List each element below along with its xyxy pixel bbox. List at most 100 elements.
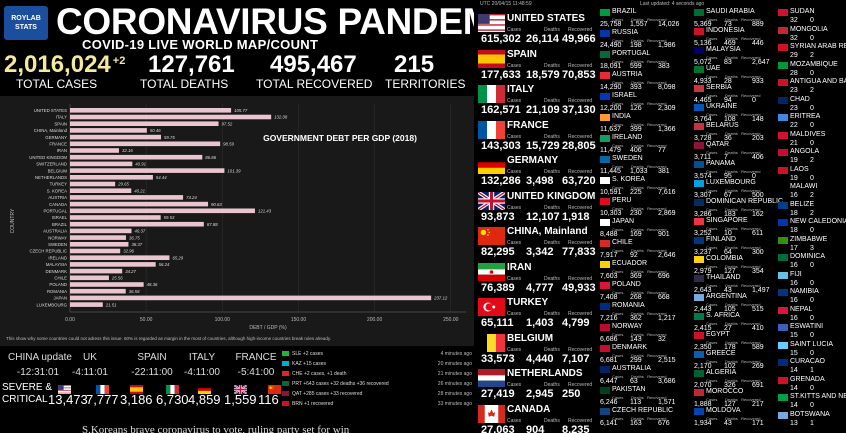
list-item[interactable]: ISRAEL Cases Deaths Recovered 12,200 126 2,3… [600, 92, 690, 114]
list-item[interactable]: GREECE Cases Deaths Recovered 2,170 102 269 [694, 350, 784, 372]
list-item[interactable]: THAILAND Cases Deaths Recovered 2,643 43 1,4… [694, 274, 784, 296]
list-item[interactable]: SERBIA Cases Deaths Recovered 4,465 94 0 [694, 84, 784, 106]
country-row[interactable]: TURKEY Cases Deaths Recovered 65,111 1,403 4,7… [476, 290, 598, 342]
list-item[interactable]: SUDAN 32 0 [778, 8, 844, 30]
list-item[interactable]: S. AFRICA Cases Deaths Recovered 2,415 27 41… [694, 312, 784, 334]
country-row[interactable]: GERMANY Cases Deaths Recovered 132,286 3,498 6… [476, 148, 598, 200]
gb-flag-icon [233, 381, 248, 395]
list-item[interactable]: AUSTRIA Cases Deaths Recovered 14,290 393 8,… [600, 71, 690, 93]
list-item[interactable]: NAMIBIA 16 0 [778, 288, 844, 310]
list-item[interactable]: BRAZIL Cases Deaths Recovered 25,758 1,557 1… [600, 8, 690, 30]
list-item[interactable]: MONGOLIA 32 0 [778, 26, 844, 48]
list-item[interactable]: DOMINICAN REPUBLIC Cases Deaths Recovered… [694, 198, 784, 220]
list-item[interactable]: COLOMBIA Cases Deaths Recovered 2,979 127 35… [694, 255, 784, 277]
chart-value-label: 36.75 [129, 235, 140, 240]
list-item[interactable]: BELIZE 18 2 [778, 201, 844, 223]
list-item[interactable]: MOLDOVA Cases Deaths Recovered 1,934 43 171 [694, 407, 784, 429]
country-flag-icon [694, 237, 704, 244]
country-row[interactable]: FRANCE Cases Deaths Recovered 143,303 15,729 2… [476, 113, 598, 165]
list-item[interactable]: ARGENTINA Cases Deaths Recovered 2,443 105 5… [694, 293, 784, 315]
country-row[interactable]: NETHERLANDS Cases Deaths Recovered 27,419 2,9… [476, 361, 598, 413]
list-item[interactable]: ZIMBABWE 17 3 [778, 236, 844, 258]
list-item[interactable]: QATAR Cases Deaths Recovered 3,711 7 406 [694, 141, 784, 163]
country-row[interactable]: SPAIN Cases Deaths Recovered 177,633 18,579 70… [476, 42, 598, 94]
list-item[interactable]: ERITREA 22 0 [778, 113, 844, 135]
list-item[interactable]: LUXEMBOURG Cases Deaths Recovered 3,307 67 5… [694, 179, 784, 201]
list-labels: Cases Deaths Recovered [706, 93, 761, 98]
list-item[interactable]: ESWATINI 15 0 [778, 323, 844, 345]
recovered-value: 49,966 [562, 33, 596, 45]
list-item[interactable]: SYRIAN ARAB REPUBLIC 29 2 [778, 43, 846, 65]
list-item[interactable]: JAPAN Cases Deaths Recovered 8,488 169 901 [600, 218, 690, 240]
list-item[interactable]: SAINT LUCIA 15 0 [778, 341, 844, 363]
list-item[interactable]: MALAWI 16 2 [778, 183, 844, 205]
list-cases: 6,141 [600, 420, 618, 427]
recovered-value: 70,853 [562, 68, 596, 81]
list-item[interactable]: AUSTRALIA Cases Deaths Recovered 6,447 63 3,… [600, 365, 690, 387]
nl-flag-icon [478, 369, 505, 387]
list-item[interactable]: LAOS 19 0 [778, 166, 844, 188]
list-item[interactable]: NEPAL 16 0 [778, 306, 844, 328]
update-china-label: CHINA update [8, 352, 72, 363]
list-item[interactable]: CURACAO 14 1 [778, 358, 844, 380]
list-item[interactable]: PORTUGAL Cases Deaths Recovered 18,091 599 3… [600, 50, 690, 72]
list-item[interactable]: NORWAY Cases Deaths Recovered 6,686 143 32 [600, 323, 690, 345]
country-flag-icon [600, 261, 610, 268]
list-item[interactable]: INDIA Cases Deaths Recovered 11,637 399 1,36… [600, 113, 690, 135]
list-item[interactable]: MOROCCO Cases Deaths Recovered 1,888 127 217 [694, 388, 784, 410]
list-item[interactable]: BOTSWANA 13 1 [778, 411, 844, 433]
country-row[interactable]: UNITED KINGDOM Cases Deaths Recovered 93,873… [476, 184, 598, 236]
list-item[interactable]: ST.KITTS AND NEVIS 14 0 [778, 393, 846, 415]
list-item[interactable]: BELARUS Cases Deaths Recovered 3,728 36 203 [694, 122, 784, 144]
list-item[interactable]: MALAYSIA Cases Deaths Recovered 5,072 83 2,6… [694, 46, 784, 68]
country-row[interactable]: ITALY Cases Deaths Recovered 162,571 21,109 37… [476, 77, 598, 129]
list-item[interactable]: PANAMA Cases Deaths Recovered 3,574 95 0 [694, 160, 784, 182]
list-deaths: 0 [810, 262, 814, 269]
list-item[interactable]: MALDIVES 21 0 [778, 131, 844, 153]
list-item[interactable]: MOZAMBIQUE 28 0 [778, 61, 844, 83]
list-item[interactable]: S. KOREA Cases Deaths Recovered 10,591 225 7… [600, 176, 690, 198]
list-item[interactable]: IRELAND Cases Deaths Recovered 11,479 406 77 [600, 134, 690, 156]
list-item[interactable]: ALGERIA Cases Deaths Recovered 2,070 326 691 [694, 369, 784, 391]
chart-bar [70, 248, 121, 254]
list-item[interactable]: ECUADOR Cases Deaths Recovered 7,603 369 696 [600, 260, 690, 282]
list-item[interactable]: DOMINICA 16 0 [778, 253, 844, 275]
list-item[interactable]: POLAND Cases Deaths Recovered 7,408 268 668 [600, 281, 690, 303]
list-country-name: DENMARK [612, 344, 648, 351]
list-item[interactable]: PAKISTAN Cases Deaths Recovered 6,246 113 1,… [600, 386, 690, 408]
list-item[interactable]: ANTIGUA AND BARBUDA 23 2 [778, 78, 846, 100]
deaths-label: Deaths [544, 417, 560, 424]
list-recovered: 354 [752, 268, 764, 275]
list-item[interactable]: RUSSIA Cases Deaths Recovered 24,490 198 1,9… [600, 29, 690, 51]
list-item[interactable]: SINGAPORE Cases Deaths Recovered 3,252 10 61… [694, 217, 784, 239]
list-item[interactable]: CHAD 23 0 [778, 96, 844, 118]
list-item[interactable]: NEW CALEDONIA 18 0 [778, 218, 846, 240]
countries-list[interactable]: Last updated: 4 seconds ago BRAZIL Cases … [600, 0, 846, 433]
country-row[interactable]: IRAN Cases Deaths Recovered 76,389 4,777 49,93… [476, 255, 598, 307]
country-row[interactable]: BELGIUM Cases Deaths Recovered 33,573 4,440 7,… [476, 326, 598, 378]
list-deaths: 2 [810, 209, 814, 217]
list-cases: 1,888 [694, 401, 712, 408]
list-item[interactable]: INDONESIA Cases Deaths Recovered 5,136 469 4… [694, 27, 784, 49]
list-item[interactable]: FIJI 16 0 [778, 271, 844, 293]
list-item[interactable]: ANGOLA 19 2 [778, 148, 844, 170]
list-item[interactable]: UKRAINE Cases Deaths Recovered 3,764 108 148 [694, 103, 784, 125]
country-row[interactable]: CANADA Cases Deaths Recovered 27,063 904 8,235 [476, 397, 598, 433]
list-labels: Cases Deaths Recovered [706, 416, 761, 421]
list-item[interactable]: GRENADA 14 0 [778, 376, 844, 398]
list-item[interactable]: CZECH REPUBLIC Cases Deaths Recovered 6,14… [600, 407, 690, 429]
list-item[interactable]: SAUDI ARABIA Cases Deaths Recovered 5,369 7… [694, 8, 784, 30]
list-item[interactable]: CHILE Cases Deaths Recovered 7,917 92 2,646 [600, 239, 690, 261]
list-item[interactable]: UAE Cases Deaths Recovered 4,933 28 933 [694, 65, 784, 87]
recovered-value: 37,130 [562, 104, 596, 116]
list-item[interactable]: ROMANIA Cases Deaths Recovered 7,216 362 1,2… [600, 302, 690, 324]
list-item[interactable]: FINLAND Cases Deaths Recovered 3,237 64 300 [694, 236, 784, 258]
list-item[interactable]: DENMARK Cases Deaths Recovered 6,681 299 2,5… [600, 344, 690, 366]
country-row[interactable]: CHINA, Mainland Cases Deaths Recovered 82,29… [476, 219, 598, 271]
severe-count: 116 [258, 392, 279, 407]
list-item[interactable]: EGYPT Cases Deaths Recovered 2,350 178 589 [694, 331, 784, 353]
country-row[interactable]: UNITED STATES Cases Deaths Recovered 615,302… [476, 6, 598, 58]
list-item[interactable]: SWEDEN Cases Deaths Recovered 11,445 1,033 3… [600, 155, 690, 177]
list-item[interactable]: PERU Cases Deaths Recovered 10,303 230 2,869 [600, 197, 690, 219]
list-recovered: 0 [752, 173, 756, 180]
